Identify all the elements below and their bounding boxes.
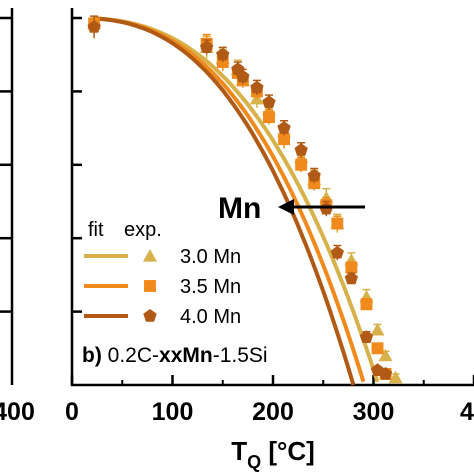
legend: fit exp. 3.0 Mn 3.5 Mn 4.0 Mn — [84, 219, 241, 328]
x-tick-label: 40 — [460, 398, 474, 426]
point-triangle — [378, 348, 393, 362]
point-square — [371, 342, 384, 355]
point-square — [360, 298, 373, 311]
left-panel-edge: 400 — [0, 8, 35, 426]
point-square — [278, 133, 291, 146]
point-pentagon — [250, 80, 264, 94]
x-tick-label: 300 — [353, 398, 395, 426]
point-square — [295, 158, 308, 171]
annotation-arrow-head — [278, 199, 294, 215]
y-axis — [72, 16, 82, 313]
point-pentagon — [262, 95, 276, 109]
point-pentagon — [307, 168, 321, 182]
legend-marker-square — [144, 280, 156, 292]
point-pentagon — [277, 121, 291, 134]
annotation-text: Mn — [218, 192, 261, 225]
point-square — [345, 261, 358, 274]
mn-annotation: Mn — [218, 192, 365, 225]
legend-header-exp: exp. — [124, 219, 162, 241]
plot-area — [70, 8, 474, 387]
x-tick-label: 200 — [252, 398, 294, 426]
x-tick-label: 0 — [65, 398, 79, 426]
legend-label: 3.0 Mn — [180, 246, 241, 268]
point-pentagon — [344, 271, 358, 285]
legend-marker-pentagon — [143, 309, 157, 322]
x-axis: 0 100 200 300 40 TQ [°C] — [65, 375, 474, 472]
point-pentagon — [378, 367, 393, 380]
sample-label: b) 0.2C-xxMn-1.5Si — [82, 344, 268, 367]
x-axis-label: TQ [°C] — [231, 436, 315, 472]
point-pentagon — [216, 47, 230, 61]
point-triangle — [370, 322, 385, 336]
point-pentagon — [236, 69, 250, 83]
point-square — [331, 217, 344, 230]
point-pentagon — [330, 245, 344, 259]
point-pentagon — [359, 330, 374, 343]
sample-label-text: b) 0.2C-xxMn-1.5Si — [82, 344, 268, 367]
fit-curves — [93, 16, 380, 386]
point-pentagon — [87, 20, 101, 33]
data-points — [87, 15, 403, 384]
left-panel-tick-label: 400 — [0, 398, 35, 426]
legend-marker-triangle — [143, 249, 157, 262]
legend-label: 4.0 Mn — [180, 306, 241, 328]
axes-frame — [70, 8, 474, 387]
x-tick-label: 100 — [152, 398, 194, 426]
fit-curve-4.0-mn — [94, 16, 356, 386]
point-pentagon — [200, 40, 214, 53]
point-triangle — [388, 370, 403, 384]
point-square — [263, 111, 275, 124]
legend-header-fit: fit — [88, 219, 104, 241]
legend-label: 3.5 Mn — [180, 276, 241, 298]
point-pentagon — [294, 143, 308, 156]
